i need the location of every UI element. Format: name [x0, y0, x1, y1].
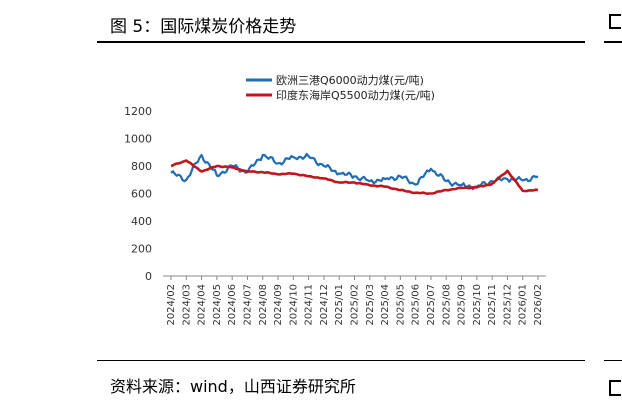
x-tick-label: 2025/01 [334, 284, 345, 326]
x-tick-label: 2026/02 [533, 284, 544, 326]
chart-legend: 欧洲三港Q6000动力煤(元/吨)印度东海岸Q5500动力煤(元/吨) [246, 74, 435, 102]
x-tick-label: 2024/04 [197, 284, 208, 326]
x-tick-label: 2025/07 [426, 284, 437, 326]
y-tick-label: 200 [131, 243, 152, 256]
adjacent-figure-title-fragment [609, 14, 621, 29]
x-axis: 2024/02 2024/03 2024/04 2024/05 2024/06 2024/… [163, 275, 546, 326]
y-tick-label: 600 [131, 188, 152, 201]
series-layer [170, 152, 539, 195]
legend-label-1: 欧洲三港Q6000动力煤(元/吨) [276, 74, 424, 87]
x-tick-label: 2024/03 [181, 284, 192, 326]
data-source: 资料来源：wind，山西证券研究所 [110, 377, 356, 396]
x-tick-label: 2024/09 [273, 284, 284, 326]
y-tick-label: 400 [131, 215, 152, 228]
y-tick-label: 0 [145, 270, 152, 283]
x-tick-label: 2025/02 [350, 284, 361, 326]
bottom-rule [97, 360, 585, 361]
x-tick-label: 2025/12 [502, 284, 513, 326]
adjacent-figure-top-rule [604, 41, 622, 43]
y-tick-label: 1200 [124, 105, 152, 118]
x-tick-label: 2024/06 [227, 284, 238, 326]
x-tick-label: 2025/10 [472, 284, 483, 326]
y-tick-label: 1000 [124, 133, 152, 146]
series-line-2 [170, 159, 539, 195]
x-tick-label: 2024/11 [304, 284, 315, 326]
x-tick-label: 2025/09 [457, 284, 468, 326]
x-tick-label: 2025/05 [395, 284, 406, 326]
adjacent-figure-bottom-rule [604, 360, 622, 361]
x-tick-label: 2026/01 [518, 284, 529, 326]
x-tick-label: 2024/05 [212, 284, 223, 326]
x-tick-label: 2024/10 [288, 284, 299, 326]
legend-label-2: 印度东海岸Q5500动力煤(元/吨) [276, 88, 435, 102]
x-tick-label: 2024/07 [242, 284, 253, 326]
x-tick-label: 2025/08 [441, 284, 452, 326]
y-axis: 0 200 400 600 800 1000 1200 [124, 105, 152, 283]
adjacent-figure-source-fragment [609, 380, 621, 396]
x-tick-label: 2025/06 [411, 284, 422, 326]
x-tick-label: 2024/12 [319, 284, 330, 326]
top-rule [97, 41, 585, 43]
x-tick-label: 2025/04 [380, 284, 391, 326]
y-tick-label: 800 [131, 160, 152, 173]
figure-title: 图 5：国际煤炭价格走势 [110, 17, 297, 37]
x-tick-label: 2024/08 [258, 284, 269, 326]
x-tick-label: 2024/02 [166, 284, 177, 326]
x-tick-label: 2025/11 [487, 284, 498, 326]
x-tick-label: 2025/03 [365, 284, 376, 326]
